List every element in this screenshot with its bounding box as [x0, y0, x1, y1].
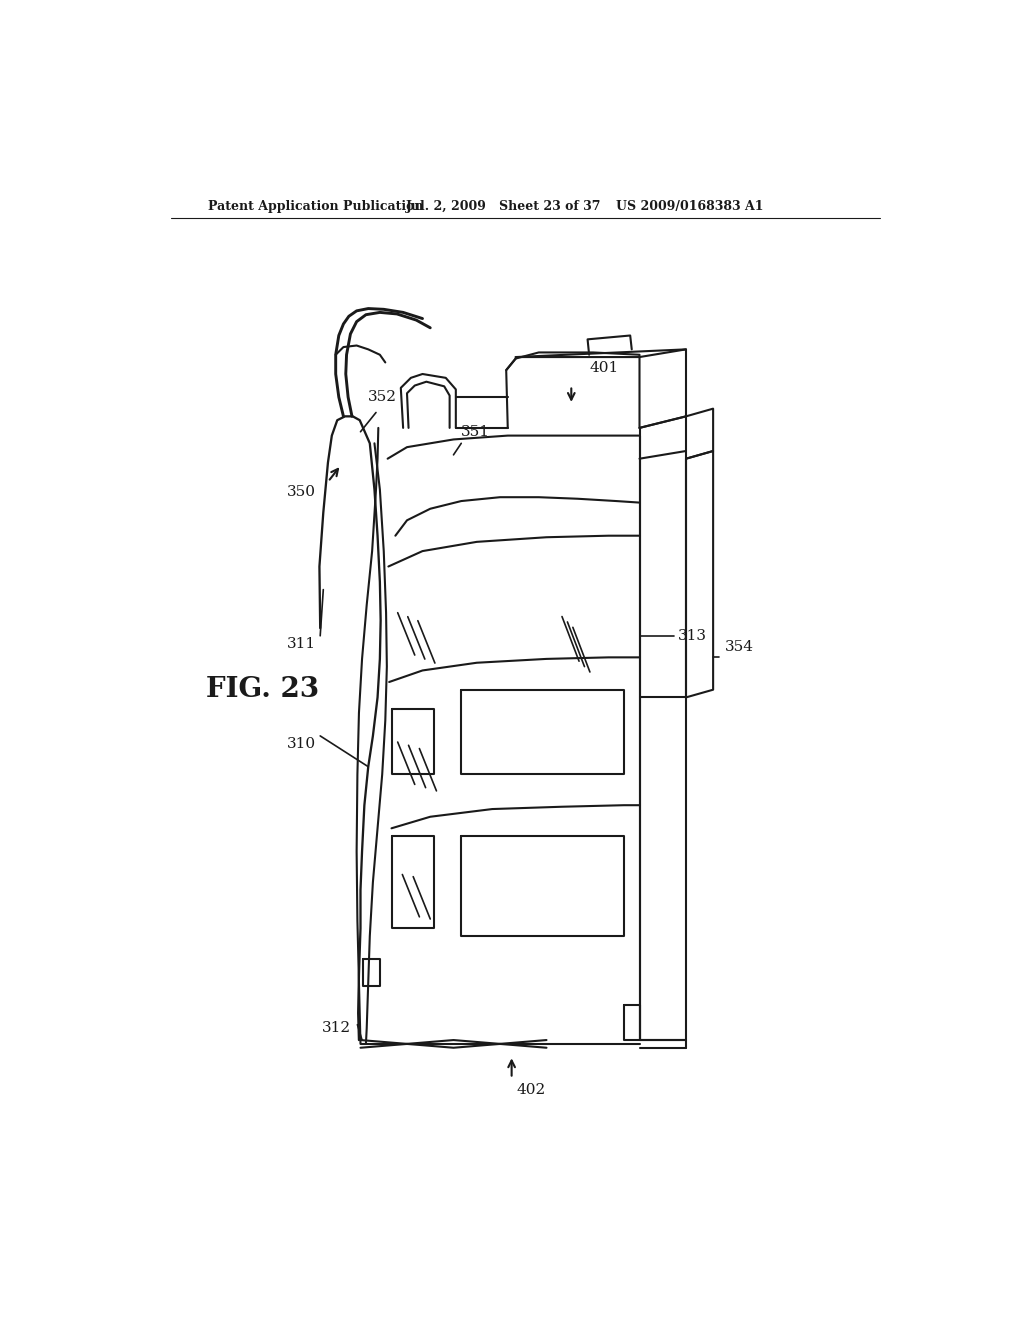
- Text: US 2009/0168383 A1: US 2009/0168383 A1: [616, 199, 764, 213]
- Text: 313: 313: [678, 628, 708, 643]
- Text: 311: 311: [287, 636, 315, 651]
- Text: 351: 351: [461, 425, 490, 438]
- Text: 352: 352: [369, 391, 397, 404]
- Text: 310: 310: [287, 737, 315, 751]
- Text: FIG. 23: FIG. 23: [206, 676, 318, 704]
- Text: 401: 401: [589, 360, 618, 375]
- Text: 312: 312: [323, 1022, 351, 1035]
- Text: 402: 402: [516, 1084, 546, 1097]
- Text: 354: 354: [725, 640, 754, 655]
- Text: Jul. 2, 2009   Sheet 23 of 37: Jul. 2, 2009 Sheet 23 of 37: [406, 199, 601, 213]
- Text: Patent Application Publication: Patent Application Publication: [208, 199, 423, 213]
- Text: 350: 350: [287, 484, 315, 499]
